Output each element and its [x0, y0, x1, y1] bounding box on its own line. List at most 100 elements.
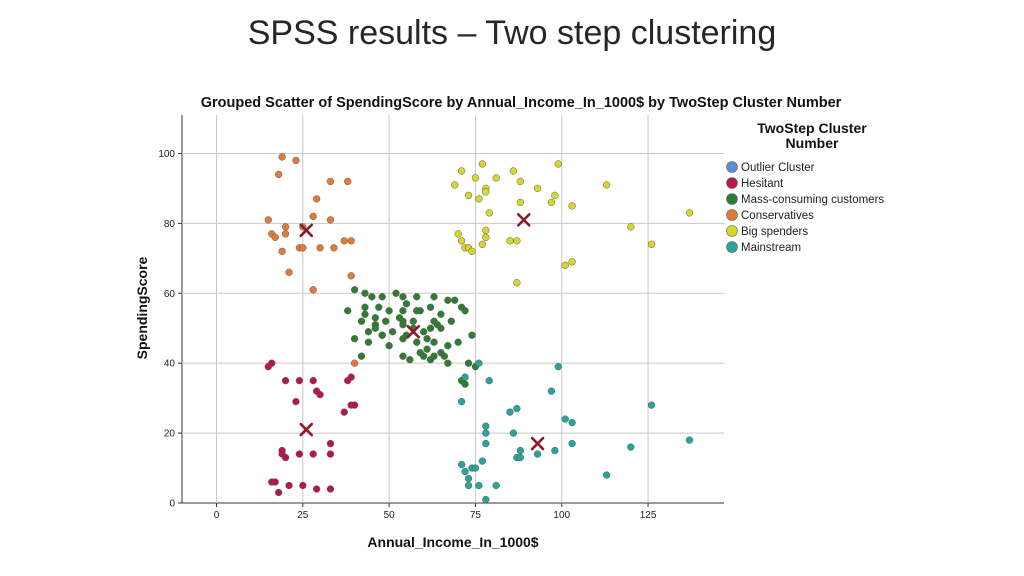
data-point-hesitant	[312, 485, 321, 493]
data-point-mass-consuming-customers	[430, 293, 438, 301]
data-point-conservatives	[264, 216, 272, 224]
data-point-hesitant	[350, 401, 359, 409]
data-point-mass-consuming-customers	[402, 300, 411, 308]
axis-ticks: 0 25 50 75 100 125 0 20 40 60 80 100	[158, 149, 657, 521]
data-point-mainstream	[547, 387, 556, 395]
data-point-mass-consuming-customers	[440, 352, 449, 360]
data-point-mass-consuming-customers	[426, 324, 435, 332]
data-point-hesitant	[285, 481, 293, 490]
data-point-mainstream	[685, 436, 694, 444]
plot-area	[181, 115, 724, 504]
x-tick-label: 75	[470, 510, 482, 521]
data-point-mainstream	[516, 446, 524, 455]
data-point-big-spenders	[568, 258, 576, 266]
data-point-mass-consuming-customers	[361, 310, 369, 318]
data-point-mass-consuming-customers	[468, 331, 476, 339]
legend-swatch-mass-consuming-customers	[726, 193, 738, 205]
data-point-big-spenders	[561, 261, 569, 269]
data-point-big-spenders	[685, 209, 694, 217]
data-point-mass-consuming-customers	[350, 286, 359, 294]
y-tick-label: 80	[164, 219, 176, 230]
data-point-hesitant	[295, 450, 304, 458]
data-point-mass-consuming-customers	[399, 293, 407, 301]
y-axis-label: SpendingScore	[134, 256, 150, 359]
legend-swatch-conservatives	[726, 209, 738, 221]
data-point-conservatives	[312, 195, 321, 203]
x-tick-label: 125	[640, 510, 657, 521]
legend-title-line-1: TwoStep Cluster	[757, 120, 867, 136]
data-point-mass-consuming-customers	[420, 352, 428, 360]
legend-swatch-hesitant	[726, 177, 738, 189]
data-point-mass-consuming-customers	[371, 324, 379, 332]
data-point-mass-consuming-customers	[392, 289, 400, 297]
data-point-big-spenders	[513, 279, 521, 287]
data-point-mainstream	[478, 457, 486, 465]
data-point-big-spenders	[516, 198, 524, 207]
data-point-mainstream	[516, 453, 524, 462]
data-point-big-spenders	[482, 233, 490, 241]
centroid-marker-conservatives	[299, 223, 314, 238]
data-point-big-spenders	[551, 191, 559, 200]
data-point-big-spenders	[478, 240, 486, 248]
data-point-mainstream	[482, 439, 490, 448]
data-point-mass-consuming-customers	[361, 289, 369, 297]
data-point-hesitant	[275, 488, 283, 497]
data-point-mass-consuming-customers	[426, 303, 435, 311]
data-point-mass-consuming-customers	[437, 310, 445, 318]
data-point-conservatives	[330, 244, 338, 252]
data-point-mass-consuming-customers	[437, 324, 445, 332]
data-point-conservatives	[326, 216, 335, 224]
legend: TwoStep Cluster Number Outlier Cluster He…	[726, 120, 884, 254]
data-point-conservatives	[326, 177, 335, 186]
data-point-mainstream	[513, 404, 521, 413]
data-point-mass-consuming-customers	[420, 328, 428, 336]
data-point-mass-consuming-customers	[447, 317, 455, 325]
data-point-hesitant	[309, 450, 317, 458]
data-point-conservatives	[281, 223, 290, 231]
data-point-mass-consuming-customers	[461, 380, 469, 388]
data-points	[264, 153, 694, 504]
data-point-mainstream	[464, 481, 473, 490]
data-point-hesitant	[326, 439, 335, 448]
data-point-mainstream	[554, 363, 562, 371]
data-point-mass-consuming-customers	[413, 307, 421, 315]
data-point-mainstream	[482, 495, 490, 504]
data-point-mainstream	[509, 429, 518, 437]
data-point-mainstream	[561, 415, 569, 423]
data-point-mass-consuming-customers	[375, 303, 383, 311]
slide-title: SPSS results – Two step clustering	[247, 14, 777, 52]
data-point-mass-consuming-customers	[378, 331, 386, 339]
data-point-mainstream	[568, 418, 576, 427]
data-point-mass-consuming-customers	[413, 338, 421, 346]
data-point-mass-consuming-customers	[350, 335, 359, 343]
legend-swatch-mainstream	[726, 241, 738, 253]
legend-label-mainstream: Mainstream	[741, 242, 801, 254]
data-point-mass-consuming-customers	[423, 345, 431, 353]
data-point-mainstream	[533, 450, 542, 458]
data-point-mainstream	[627, 443, 635, 451]
centroid-marker-mass-consuming-customers	[406, 324, 421, 339]
data-point-big-spenders	[602, 181, 611, 189]
legend-label-hesitant: Hesitant	[741, 178, 784, 190]
cluster-centroids	[299, 213, 545, 451]
legend-label-big-spenders: Big spenders	[741, 226, 808, 238]
data-point-conservatives	[316, 244, 324, 252]
data-point-mass-consuming-customers	[368, 293, 376, 301]
data-point-mainstream	[602, 471, 611, 479]
data-point-mass-consuming-customers	[444, 359, 452, 367]
data-point-conservatives	[350, 359, 359, 367]
data-point-big-spenders	[457, 167, 466, 175]
data-point-conservatives	[285, 268, 293, 276]
data-point-hesitant	[299, 481, 307, 490]
data-point-hesitant	[278, 446, 286, 455]
data-point-conservatives	[347, 272, 355, 280]
y-tick-label: 0	[169, 499, 175, 510]
data-point-mass-consuming-customers	[364, 328, 373, 336]
data-point-big-spenders	[475, 195, 483, 203]
data-point-mainstream	[457, 460, 466, 469]
data-point-mass-consuming-customers	[388, 328, 397, 336]
data-point-big-spenders	[568, 202, 576, 210]
gridlines	[182, 115, 724, 503]
data-point-big-spenders	[478, 160, 486, 168]
data-point-big-spenders	[506, 237, 514, 245]
